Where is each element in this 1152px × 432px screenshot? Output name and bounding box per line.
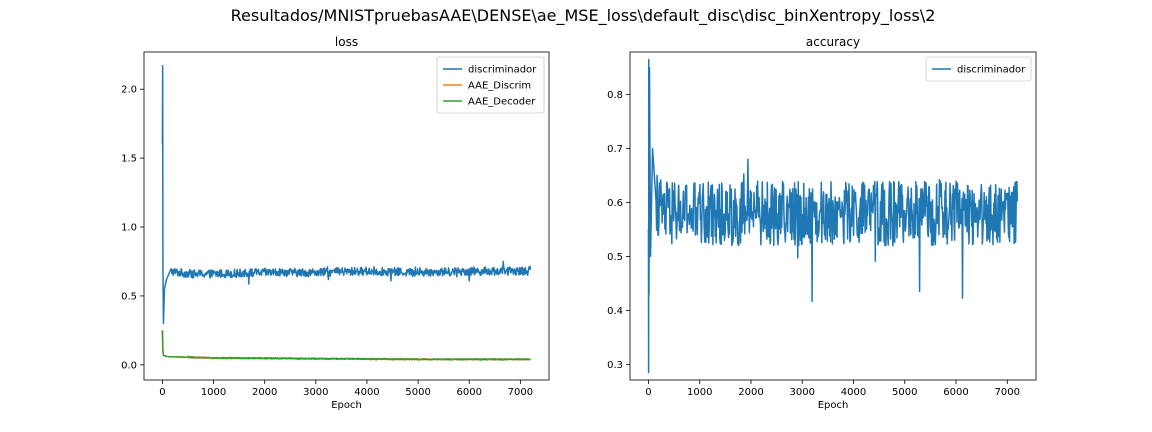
accuracy-ytick-label: 0.6 <box>607 198 623 209</box>
accuracy-legend-label: discriminador <box>957 65 1026 76</box>
loss-plot: 0 1000 2000 3000 4000 5000 6000 7000 0.0 0.5 1.0 1.… <box>121 35 550 411</box>
accuracy-legend-box <box>925 56 1032 82</box>
accuracy-ytick-label: 0.5 <box>607 252 623 263</box>
loss-legend-label: AAE_Discrim <box>468 81 531 92</box>
accuracy-legend: discriminador <box>925 56 1032 82</box>
loss-axes-frame <box>143 51 550 381</box>
accuracy-series-discriminador-line <box>647 58 1019 374</box>
accuracy-ytick-label: 0.8 <box>607 90 623 101</box>
loss-x-axis-label: Epoch <box>331 400 362 411</box>
loss-ytick-label: 0.5 <box>121 291 137 302</box>
loss-xtick-label: 5000 <box>405 387 430 398</box>
accuracy-xtick-label: 2000 <box>738 387 763 398</box>
loss-xtick-label: 0 <box>159 387 165 398</box>
loss-xtick-label: 7000 <box>508 387 533 398</box>
loss-ytick-label: 0.0 <box>121 360 137 371</box>
loss-legend-label: discriminador <box>468 65 537 76</box>
accuracy-xtick-label: 6000 <box>943 387 968 398</box>
accuracy-xtick-label: 4000 <box>841 387 866 398</box>
accuracy-xtick-label: 7000 <box>995 387 1020 398</box>
loss-legend-label: AAE_Decoder <box>468 97 536 108</box>
loss-ytick-label: 2.0 <box>121 85 137 96</box>
accuracy-ytick-label: 0.7 <box>607 144 623 155</box>
accuracy-ytick-label: 0.3 <box>607 360 623 371</box>
accuracy-xtick-label: 5000 <box>892 387 917 398</box>
loss-plot-title: loss <box>335 35 358 49</box>
loss-xtick-label: 6000 <box>457 387 482 398</box>
loss-series-aae_decoder-line <box>161 330 531 361</box>
accuracy-xtick-label: 3000 <box>790 387 815 398</box>
accuracy-plot: 0 1000 2000 3000 4000 5000 6000 7000 0.3 0.4 0.5 0.… <box>607 35 1037 411</box>
accuracy-xtick-label: 0 <box>645 387 651 398</box>
loss-ytick-label: 1.5 <box>121 154 137 165</box>
accuracy-x-axis-label: Epoch <box>818 400 849 411</box>
accuracy-ytick-label: 0.4 <box>607 306 623 317</box>
loss-xtick-label: 4000 <box>354 387 379 398</box>
accuracy-xtick-label: 1000 <box>687 387 712 398</box>
loss-xtick-label: 3000 <box>303 387 328 398</box>
loss-legend-box <box>436 56 545 114</box>
figure-suptitle: Resultados/MNISTpruebasAAE\DENSE\ae_MSE_… <box>231 6 936 26</box>
accuracy-axes-frame <box>629 51 1037 381</box>
loss-series-aae_discrim-line <box>161 330 531 361</box>
loss-ytick-label: 1.0 <box>121 223 137 234</box>
loss-xtick-label: 2000 <box>252 387 277 398</box>
loss-series-discriminador-line <box>161 65 532 325</box>
loss-xtick-label: 1000 <box>201 387 226 398</box>
accuracy-plot-title: accuracy <box>806 35 860 49</box>
loss-legend: discriminador AAE_Discrim AAE_Decoder <box>436 56 545 114</box>
